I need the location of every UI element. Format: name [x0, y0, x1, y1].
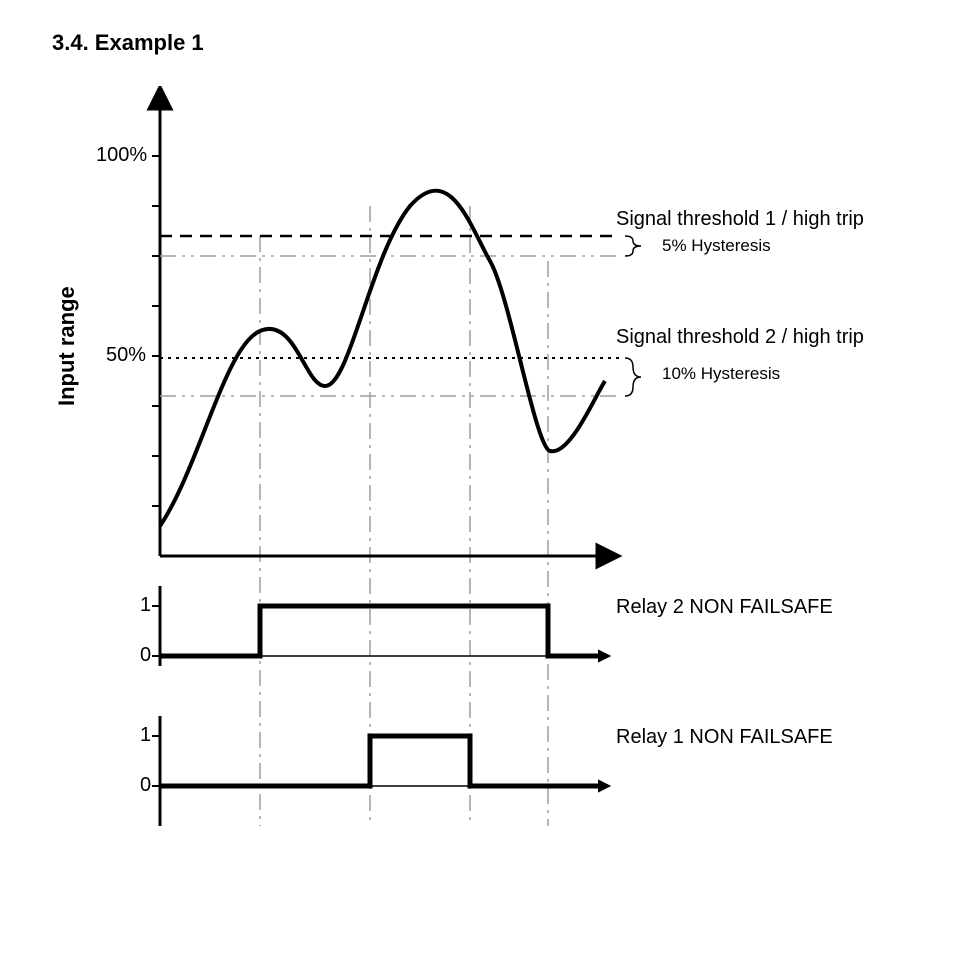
relay1-tick-0: 0: [140, 774, 151, 797]
relay2-label: Relay 2 NON FAILSAFE: [616, 596, 833, 619]
relay2-tick-1: 1: [140, 594, 151, 617]
section-heading: 3.4. Example 1: [52, 30, 914, 56]
relay2-tick-0: 0: [140, 644, 151, 667]
threshold1-hyst-label: 5% Hysteresis: [662, 236, 771, 256]
threshold2-hyst-label: 10% Hysteresis: [662, 364, 780, 384]
ytick-50: 50%: [106, 344, 146, 367]
brace1-icon: [625, 236, 641, 256]
diagram-container: Input range 100% 50% Signal threshold 1 …: [40, 86, 900, 906]
threshold2-label: Signal threshold 2 / high trip: [616, 326, 864, 349]
relay1-waveform: [160, 736, 600, 786]
brace2-icon: [625, 358, 641, 396]
relay1-label: Relay 1 NON FAILSAFE: [616, 726, 833, 749]
relay1-axes: [152, 716, 600, 826]
upper-axes: [152, 106, 600, 556]
threshold1-label: Signal threshold 1 / high trip: [616, 208, 864, 231]
relay1-tick-1: 1: [140, 724, 151, 747]
ytick-100: 100%: [96, 144, 147, 167]
y-axis-label: Input range: [54, 286, 80, 406]
relay2-waveform: [160, 606, 600, 656]
